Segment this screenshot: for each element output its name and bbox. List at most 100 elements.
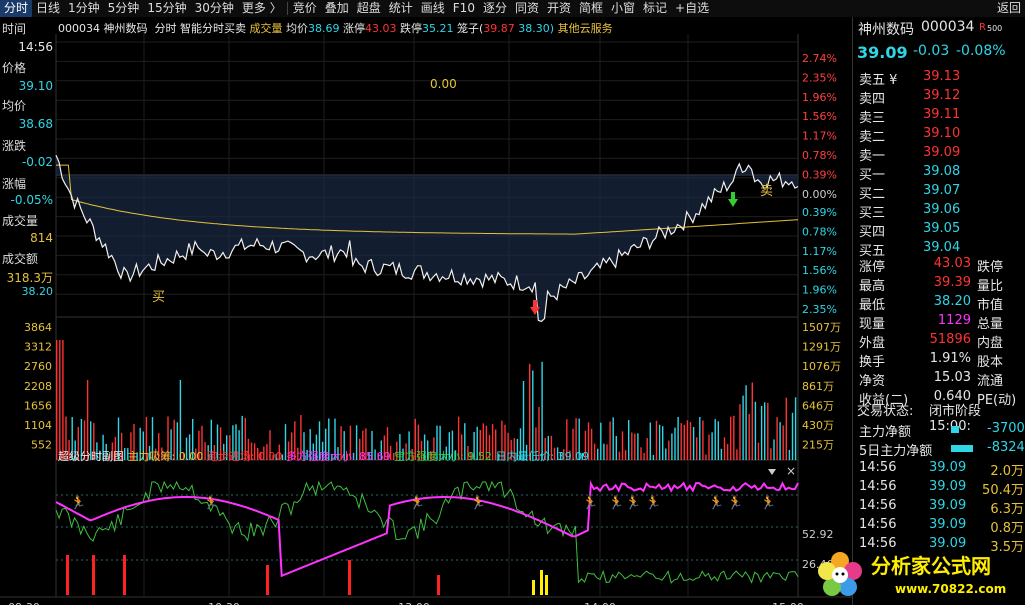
toolbar-item[interactable]: 标记 [643, 1, 668, 15]
tick-row[interactable]: 14:56 39.09 0.8万 [853, 517, 1025, 536]
stat-row[interactable]: 净资 15.03 流通 [853, 370, 1025, 389]
volume-bar [244, 418, 246, 460]
bid-row[interactable]: 买一 39.08 [853, 164, 1025, 183]
volume-bar [59, 340, 61, 460]
volume-bar [671, 433, 673, 460]
volume-bar [482, 423, 484, 460]
amount-value: 318.3万 [6, 271, 53, 285]
volume-bar [593, 443, 596, 460]
stat-row[interactable]: 最高 39.39 量比 [853, 275, 1025, 294]
runner-icon: 🏃 [203, 495, 219, 511]
bid-row[interactable]: 买三 39.06 [853, 202, 1025, 221]
volume-bar [399, 434, 401, 460]
vol-axis-label-right: 430万 [802, 419, 834, 432]
volume-bar [145, 416, 148, 460]
volume-indicator[interactable]: 成交量 [249, 22, 283, 35]
average-price-line [56, 164, 799, 235]
tick-row[interactable]: 14:56 39.09 3.5万 [853, 536, 1025, 555]
toolbar-item[interactable]: 简框 [579, 1, 604, 15]
intraday-chart[interactable]: 2.74% 2.35% 1.96% 1.56% 1.17% 0.78% 0.39% 0.00%… [0, 17, 852, 605]
toolbar-item[interactable]: 叠加 [324, 1, 349, 15]
tick-row[interactable]: 14:56 39.09 2.0万 [853, 460, 1025, 479]
bid-row[interactable]: 买四 39.05 [853, 221, 1025, 240]
runner-icon: 🏃 [708, 495, 724, 511]
toolbar-item[interactable]: 分时 [0, 0, 33, 17]
sub-title[interactable]: 超级分时副图 [58, 450, 124, 463]
stat-row[interactable]: 收益(二) 0.640 PE(动) [853, 389, 1025, 408]
toolbar-item[interactable]: F10 [452, 1, 475, 15]
sub-axis-label: 52.92 [802, 528, 834, 541]
tick-row[interactable]: 14:56 39.09 50.4万 [853, 479, 1025, 498]
ask-row[interactable]: 卖一 39.09 [853, 145, 1025, 164]
toolbar-item[interactable]: 日线 [36, 1, 61, 15]
volume-bar [127, 448, 129, 460]
toolbar-item[interactable]: 30分钟 [194, 1, 234, 15]
volume-bar [510, 439, 512, 460]
volume-bar [349, 425, 352, 460]
vol-axis-label-right: 646万 [802, 399, 834, 412]
stat-value: 51896 [929, 332, 971, 347]
runner-icon: 🏃 [645, 495, 661, 511]
toolbar-item[interactable]: 统计 [388, 1, 413, 15]
volume-bar [68, 439, 70, 460]
toolbar-item[interactable]: 1分钟 [68, 1, 100, 15]
volume-bar [637, 433, 639, 460]
stock-name: 神州数码 [858, 22, 914, 38]
stat-row[interactable]: 涨停 43.03 跌停 [853, 256, 1025, 275]
ask-row[interactable]: 卖二 39.10 [853, 126, 1025, 145]
volume-bar [597, 448, 599, 460]
stat-row[interactable]: 外盘 51896 内盘 [853, 332, 1025, 351]
bid-row[interactable]: 买五 39.04 [853, 240, 1025, 259]
toolbar-item[interactable]: 同资 [514, 1, 539, 15]
volume-bar [291, 432, 293, 460]
volume-bar [476, 426, 478, 460]
stat-label-2: PE(动) [977, 393, 1017, 408]
collapse-icon[interactable] [768, 469, 776, 475]
stat-row[interactable]: 现量 1129 总量 [853, 313, 1025, 332]
toolbar-item[interactable]: 5分钟 [107, 1, 140, 15]
volume-bar [207, 445, 209, 460]
toolbar-item[interactable]: 超盘 [356, 1, 381, 15]
ask-row[interactable]: 卖三 39.11 [853, 107, 1025, 126]
volume-bar [346, 453, 348, 460]
volume-bar [649, 422, 651, 460]
volume-bar [201, 425, 203, 460]
stat-row[interactable]: 换手 1.91% 股本 [853, 351, 1025, 370]
toolbar-item[interactable]: 画线 [420, 1, 445, 15]
stat-row[interactable]: 最低 38.20 市值 [853, 294, 1025, 313]
volume-bar [788, 449, 791, 460]
bid-price: 39.06 [923, 202, 961, 217]
volume-bar [247, 438, 250, 460]
close-icon[interactable]: × [786, 464, 796, 478]
toolbar-item[interactable]: 小窗 [611, 1, 636, 15]
volume-bar [111, 442, 114, 460]
toolbar-item[interactable]: 15分钟 [147, 1, 187, 15]
bid-row[interactable]: 买二 39.07 [853, 183, 1025, 202]
toolbar-item[interactable]: 逐分 [482, 1, 507, 15]
volume-bar [420, 440, 423, 460]
volume-bar [643, 453, 645, 460]
volume-bar [779, 422, 781, 460]
volume-bar [427, 440, 429, 460]
ask-row[interactable]: 卖四 39.12 [853, 88, 1025, 107]
ask-row[interactable]: 卖五 ¥ 39.13 [853, 69, 1025, 88]
limit-up-key: 涨停 [343, 22, 365, 35]
volume-bar [359, 438, 361, 460]
tick-row[interactable]: 14:56 39.09 6.3万 [853, 498, 1025, 517]
volume-bar [408, 431, 410, 460]
sector-label[interactable]: 其他云服务 [557, 22, 613, 35]
volume-bar [467, 446, 469, 460]
toolbar-item[interactable]: 开资 [546, 1, 571, 15]
toolbar-item[interactable]: 更多 〉 [241, 1, 282, 15]
volume-bar [575, 418, 577, 460]
cage-val1: 39.87 [483, 22, 515, 35]
volume-bar [250, 442, 253, 460]
toolbar-item[interactable]: 返回 [996, 1, 1021, 15]
volume-bar [62, 340, 64, 460]
sub-bar [66, 555, 69, 595]
toolbar-item[interactable]: 竞价 [292, 1, 317, 15]
stat-label: 换手 [859, 355, 886, 370]
indicator-label[interactable]: 智能分时买卖 [180, 22, 246, 35]
volume-bar [683, 424, 685, 460]
toolbar-item[interactable]: +自选 [675, 1, 710, 15]
